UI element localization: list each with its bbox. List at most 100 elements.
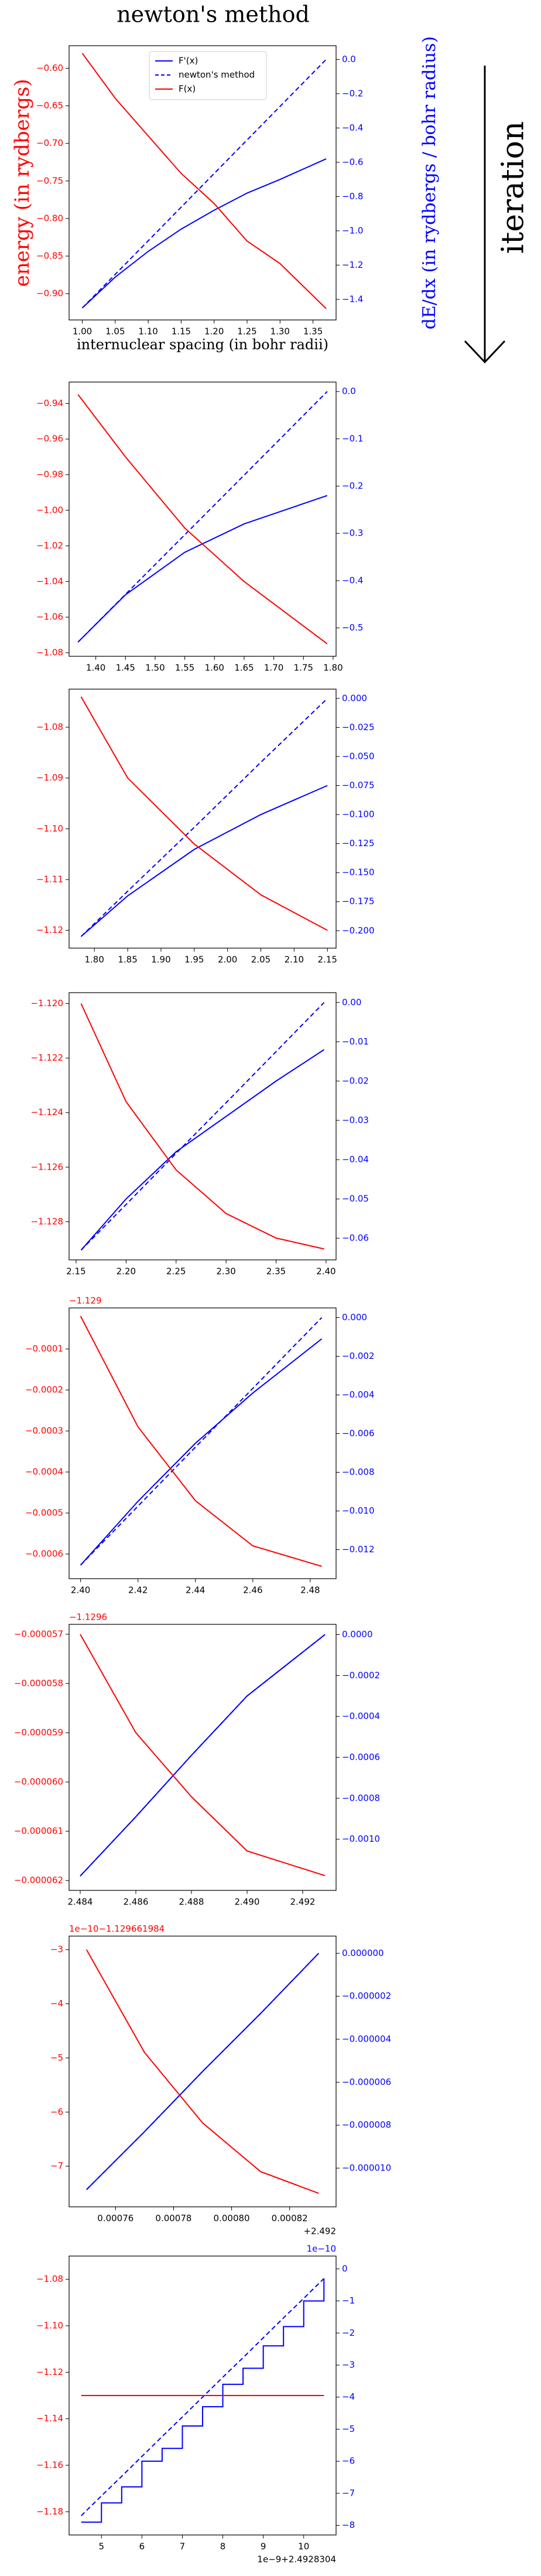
y-tick-label: −1.122: [30, 1052, 63, 1063]
y2-tick-label: −0.000004: [342, 2034, 391, 2045]
y2-tick-label: −0.8: [342, 191, 363, 202]
y-tick-label: −1.11: [36, 874, 63, 885]
y-tick-label: −1.06: [36, 612, 63, 622]
y-tick-label: −1.128: [30, 1216, 63, 1226]
x-tick-label: 1.50: [145, 663, 165, 673]
x-tick-label: 1.80: [323, 663, 343, 673]
y2-tick-label: −0.010: [342, 1505, 375, 1516]
y2-tick-label: −0.0002: [342, 1670, 380, 1681]
y-tick-label: −0.000061: [14, 1826, 63, 1836]
y-tick-label: −1.04: [36, 576, 63, 587]
y-tick-label: −3: [50, 1944, 63, 1955]
x-tick-label: 2.35: [266, 1266, 286, 1277]
x-tick-label: 9: [261, 2541, 266, 2552]
y2-tick-label: −1.0: [342, 225, 363, 236]
series-line: [81, 2278, 324, 2516]
plot-frame: [69, 45, 337, 321]
x-tick-label: 2.40: [71, 1585, 90, 1596]
figure-title: newton's method: [117, 2, 310, 28]
y2-tick-label: 0.000: [342, 693, 367, 703]
y-tick-label: −0.70: [36, 138, 63, 148]
x-axis-label: internuclear spacing (in bohr radii): [77, 336, 328, 353]
series-line: [81, 158, 327, 309]
x-tick-label: 1.70: [264, 663, 283, 673]
y2-tick-label: −0.2: [342, 88, 363, 98]
y2-tick-label: −0.0006: [342, 1752, 380, 1763]
series-line: [80, 785, 328, 937]
y-tick-label: −1.10: [36, 2321, 63, 2331]
x-tick-label: 0.00078: [155, 2213, 191, 2224]
plot-frame: [69, 1307, 337, 1579]
x-tick-label: 1.30: [270, 326, 290, 337]
y2-tick-label: 0.00: [342, 997, 361, 1007]
y2-tick-label: −0.050: [342, 751, 375, 761]
y-tick-label: −1.120: [30, 998, 63, 1008]
y2-tick-label: 0.0: [342, 54, 356, 64]
x-tick-label: 1.05: [105, 326, 125, 337]
y2-tick-label: −1.2: [342, 260, 363, 270]
y-tick-label: −0.0001: [25, 1344, 63, 1354]
x-tick-label: 2.00: [218, 955, 237, 965]
y2-tick-label: −0.4: [342, 575, 363, 585]
y-tick-label: −0.98: [36, 469, 63, 480]
x-tick-label: 1.10: [138, 326, 157, 337]
y-tick-label: −0.96: [36, 434, 63, 444]
series-line: [85, 1949, 319, 2194]
series-line: [80, 1317, 323, 1566]
plot-frame: [69, 689, 337, 949]
y-offset-label: 1e−10−1.129661984: [69, 1924, 165, 1934]
x-offset-label: +2.492: [303, 2226, 336, 2237]
x-offset-label: 1e−9+2.4928304: [257, 2554, 336, 2565]
y-tick-label: −0.000060: [14, 1777, 63, 1787]
series-line: [77, 495, 328, 643]
y2-tick-label: −1.4: [342, 294, 363, 304]
x-tick-label: 1.90: [151, 955, 170, 965]
y2-tick-label: 0.000000: [342, 1948, 384, 1958]
series-line: [80, 1316, 322, 1567]
legend-label: F'(x): [179, 56, 198, 66]
x-tick-label: 7: [180, 2541, 186, 2552]
x-tick-label: 1.75: [294, 663, 313, 673]
y-tick-label: −0.80: [36, 213, 63, 223]
y2-tick-label: −0.175: [342, 896, 375, 907]
series-line: [80, 1634, 326, 1877]
x-tick-label: 1.85: [118, 955, 137, 965]
y-tick-label: −0.60: [36, 63, 63, 73]
legend-label: newton's method: [179, 70, 255, 80]
y2-tick-label: −0.006: [342, 1428, 375, 1439]
y-tick-label: −1.18: [36, 2506, 63, 2517]
legend-label: F(x): [179, 84, 196, 94]
y2-tick-label: −7: [342, 2488, 355, 2498]
x-tick-label: 0.00076: [97, 2213, 133, 2224]
y2-tick-label: −3: [342, 2360, 355, 2370]
plot-frame: [69, 1624, 337, 1891]
series-line: [86, 1953, 319, 2190]
y2-tick-label: −0.002: [342, 1351, 375, 1361]
y2-tick-label: −4: [342, 2391, 355, 2402]
x-tick-label: 2.490: [235, 1897, 260, 1907]
y2-tick-label: −0.2: [342, 481, 363, 491]
y2-tick-label: −0.04: [342, 1154, 369, 1165]
y-axis-label: energy (in rydbergs): [11, 79, 34, 287]
y-tick-label: −1.02: [36, 540, 63, 551]
plot-frame: [69, 1936, 337, 2207]
y-tick-label: −1.08: [36, 722, 63, 732]
y2-tick-label: −0.025: [342, 722, 375, 732]
y2-tick-label: −0.125: [342, 838, 375, 849]
y2-tick-label: −0.100: [342, 809, 375, 820]
series-line: [81, 59, 327, 309]
y2-axis-label: dE/dx (in rydbergs / bohr radius): [419, 36, 440, 330]
series-line: [80, 1634, 326, 1877]
y-tick-label: −1.14: [36, 2413, 63, 2424]
y-tick-label: −0.0006: [25, 1549, 63, 1559]
legend-box: [149, 51, 267, 100]
y-tick-label: −0.94: [36, 398, 63, 408]
x-tick-label: 2.40: [316, 1266, 335, 1277]
y2-offset-label: 1e−10: [307, 2244, 336, 2254]
y-tick-label: −0.000062: [14, 1875, 63, 1886]
x-tick-label: 2.15: [318, 955, 337, 965]
y2-tick-label: −0.200: [342, 925, 375, 936]
x-tick-label: 1.95: [184, 955, 204, 965]
x-tick-label: 2.05: [251, 955, 270, 965]
